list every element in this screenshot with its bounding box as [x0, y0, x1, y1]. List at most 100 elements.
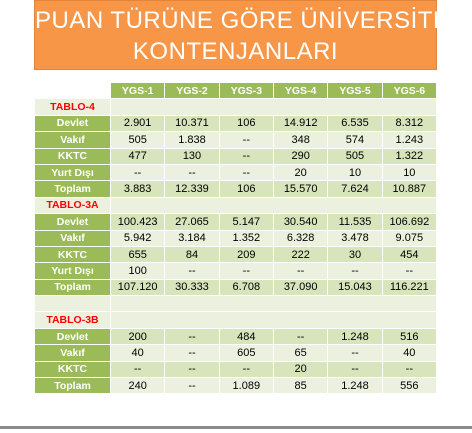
cell: 7.624 — [327, 180, 383, 198]
quota-table: YGS-1 YGS-2 YGS-3 YGS-4 YGS-5 YGS-6 TABL… — [34, 81, 438, 395]
row-label: Toplam — [34, 278, 111, 297]
cell: 30.540 — [272, 213, 329, 231]
cell: 1.322 — [381, 147, 438, 165]
column-header: YGS-5 — [327, 81, 383, 100]
header-row: YGS-1 YGS-2 YGS-3 YGS-4 YGS-5 YGS-6 — [34, 81, 438, 100]
cell: -- — [164, 377, 220, 395]
table-row: Toplam 107.120 30.333 6.708 37.090 15.04… — [34, 278, 438, 297]
cell: 1.248 — [327, 377, 383, 395]
section-row: TABLO-3B — [34, 311, 437, 329]
cell: 106.692 — [381, 213, 438, 231]
cell: 454 — [381, 245, 438, 264]
cell: -- — [164, 344, 220, 362]
cell: -- — [381, 262, 438, 280]
table-row: Yurt Dışı 100 -- -- -- -- -- — [34, 262, 438, 280]
table-row: Vakıf 5.942 3.184 1.352 6.328 3.478 9.07… — [34, 229, 438, 247]
table-row: KKTC 477 130 -- 290 505 1.322 — [34, 147, 438, 165]
section-spacer — [110, 311, 437, 329]
cell: -- — [109, 360, 166, 379]
cell: 100 — [109, 262, 166, 280]
section-title: TABLO-3A — [34, 196, 111, 215]
cell: -- — [218, 163, 274, 182]
cell: 116.221 — [381, 278, 438, 297]
cell: -- — [218, 262, 274, 280]
cell: 30 — [327, 245, 383, 264]
row-label: Yurt Dışı — [34, 163, 111, 182]
cell: 15.570 — [272, 180, 329, 198]
cell: -- — [218, 360, 274, 379]
cell: 516 — [381, 327, 438, 346]
cell: 477 — [109, 147, 166, 165]
cell: 9.075 — [381, 229, 438, 247]
cell: 20 — [272, 360, 329, 379]
cell: 30.333 — [164, 278, 220, 297]
section-spacer — [110, 98, 437, 116]
cell: 240 — [109, 377, 166, 395]
cell: 484 — [218, 327, 274, 346]
table-row: Vakıf 40 -- 605 65 -- 40 — [34, 344, 438, 362]
section-spacer — [110, 196, 437, 215]
cell: 505 — [327, 147, 383, 165]
cell: 100.423 — [109, 213, 166, 231]
section-row: TABLO-4 — [34, 98, 437, 116]
cell: 65 — [272, 344, 329, 362]
table-row: Toplam 3.883 12.339 106 15.570 7.624 10.… — [34, 180, 438, 198]
bottom-divider — [0, 426, 472, 429]
header-corner — [34, 81, 111, 100]
cell: 85 — [272, 377, 329, 395]
row-label: KKTC — [34, 245, 111, 264]
cell: 2.901 — [109, 114, 166, 133]
section-title: TABLO-4 — [34, 98, 111, 116]
cell: 222 — [272, 245, 329, 264]
cell: 655 — [109, 245, 166, 264]
section-row: TABLO-3A — [34, 196, 437, 215]
cell: -- — [218, 147, 274, 165]
title-banner: PUAN TÜRÜNE GÖRE ÜNİVERSİTE KONTENJANLAR… — [34, 0, 449, 70]
row-label: Vakıf — [34, 344, 111, 362]
cell: -- — [381, 360, 438, 379]
row-label: Toplam — [34, 377, 111, 395]
cell: 209 — [218, 245, 274, 264]
table-row: Devlet 2.901 10.371 106 14.912 6.535 8.3… — [34, 114, 438, 133]
cell: 10 — [381, 163, 438, 182]
cell: 14.912 — [272, 114, 329, 133]
cell: 5.942 — [109, 229, 166, 247]
cell: 40 — [381, 344, 438, 362]
cell: 106 — [218, 180, 274, 198]
cell: 290 — [272, 147, 329, 165]
cell: 20 — [272, 163, 329, 182]
cell: -- — [164, 327, 220, 346]
cell: 574 — [327, 131, 383, 149]
cell: 6.328 — [272, 229, 329, 247]
cell: 348 — [272, 131, 329, 149]
cell: 107.120 — [109, 278, 166, 297]
cell: -- — [164, 360, 220, 379]
spacer-cell — [110, 295, 437, 313]
cell: 1.352 — [218, 229, 274, 247]
cell: 5.147 — [218, 213, 274, 231]
table-row: Toplam 240 -- 1.089 85 1.248 556 — [34, 377, 438, 395]
cell: 10.887 — [381, 180, 438, 198]
row-label: Devlet — [34, 114, 111, 133]
row-label: Yurt Dışı — [34, 262, 111, 280]
cell: -- — [218, 131, 274, 149]
column-header: YGS-6 — [381, 81, 438, 100]
cell: 10 — [327, 163, 383, 182]
cell: 37.090 — [272, 278, 329, 297]
cell: 556 — [381, 377, 438, 395]
cell: 106 — [218, 114, 274, 133]
column-header: YGS-2 — [164, 81, 220, 100]
cell: -- — [109, 163, 166, 182]
table-row: KKTC 655 84 209 222 30 454 — [34, 245, 438, 264]
cell: 84 — [164, 245, 220, 264]
cell: 27.065 — [164, 213, 220, 231]
cell: -- — [327, 360, 383, 379]
cell: 3.478 — [327, 229, 383, 247]
cell: 1.243 — [381, 131, 438, 149]
cell: 3.184 — [164, 229, 220, 247]
cell: 1.248 — [327, 327, 383, 346]
row-label: Devlet — [34, 327, 111, 346]
cell: 8.312 — [381, 114, 438, 133]
table-row: Yurt Dışı -- -- -- 20 10 10 — [34, 163, 438, 182]
cell: -- — [327, 344, 383, 362]
